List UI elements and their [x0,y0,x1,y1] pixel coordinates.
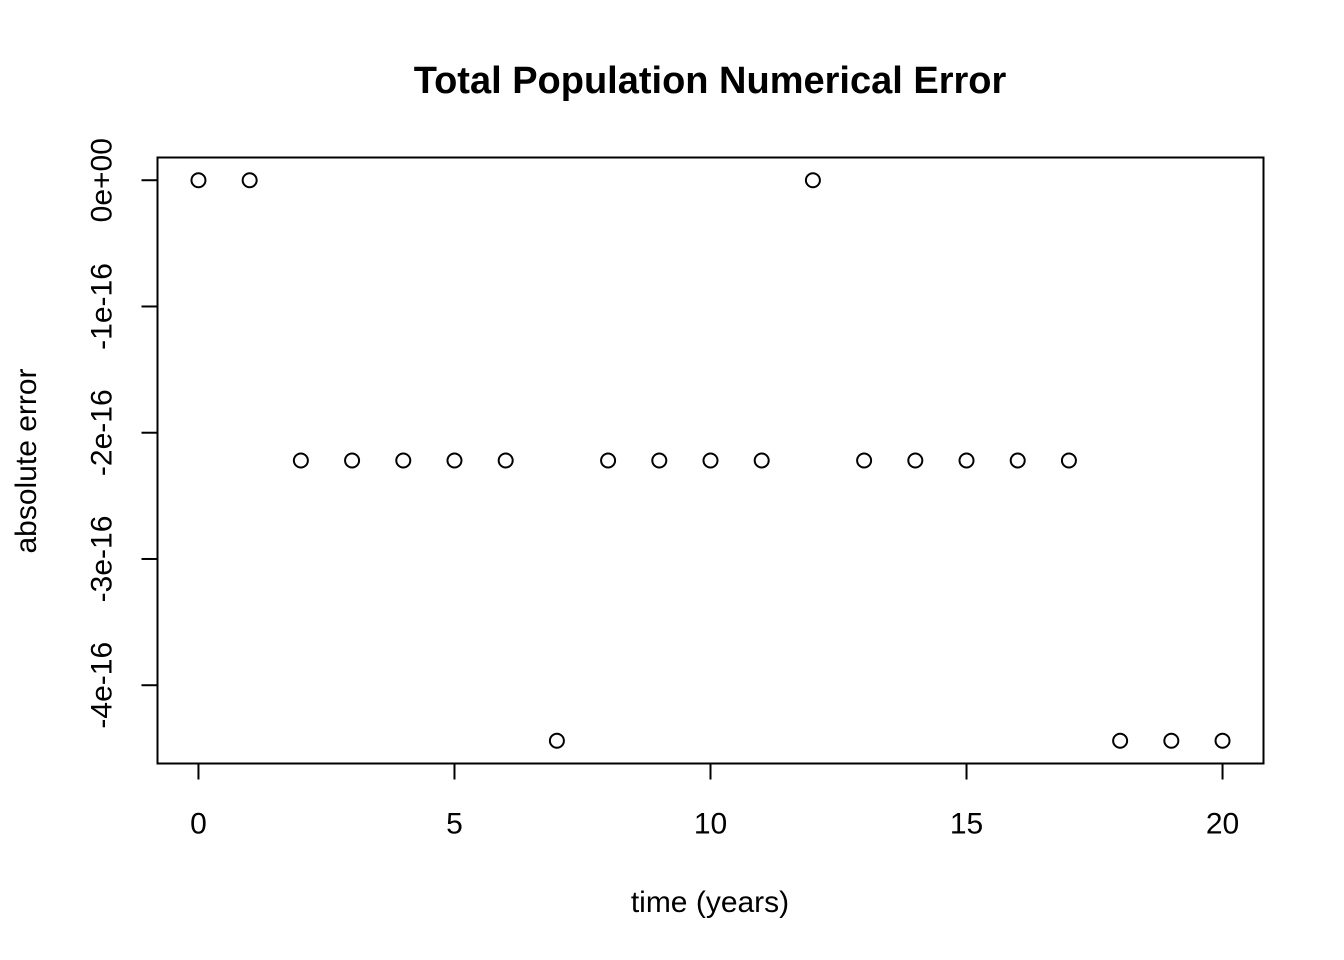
y-tick-label: -3e-16 [86,516,119,603]
data-point [1163,732,1180,749]
data-point [292,452,309,469]
data-point [497,452,514,469]
data-point [753,452,770,469]
data-point [1009,452,1026,469]
y-axis-label: absolute error [10,368,43,553]
data-point [1214,732,1231,749]
data-point [600,452,617,469]
data-point [241,172,258,189]
data-point [1060,452,1077,469]
x-axis: 0 5 10 15 20 [190,762,1239,841]
x-tick-label: 20 [1206,808,1239,841]
y-axis: 0e+00 -1e-16 -2e-16 -3e-16 -4e-16 [86,138,159,729]
data-point [344,452,361,469]
x-tick-label: 5 [446,808,463,841]
data-point [548,732,565,749]
data-point [1112,732,1129,749]
data-point [446,452,463,469]
y-tick-label: 0e+00 [86,138,119,222]
data-points [190,172,1231,749]
data-point [651,452,668,469]
x-tick-label: 15 [950,808,983,841]
plot-frame [156,156,1265,765]
data-point [702,452,719,469]
data-point [190,172,207,189]
y-tick-label: -4e-16 [86,642,119,729]
chart-title: Total Population Numerical Error [414,60,1007,102]
data-point [804,172,821,189]
y-tick-label: -1e-16 [86,263,119,350]
data-point [395,452,412,469]
y-tick-label: -2e-16 [86,389,119,476]
data-point [958,452,975,469]
x-axis-label: time (years) [631,886,789,919]
x-tick-label: 0 [190,808,207,841]
x-tick-label: 10 [694,808,727,841]
data-point [907,452,924,469]
data-point [856,452,873,469]
